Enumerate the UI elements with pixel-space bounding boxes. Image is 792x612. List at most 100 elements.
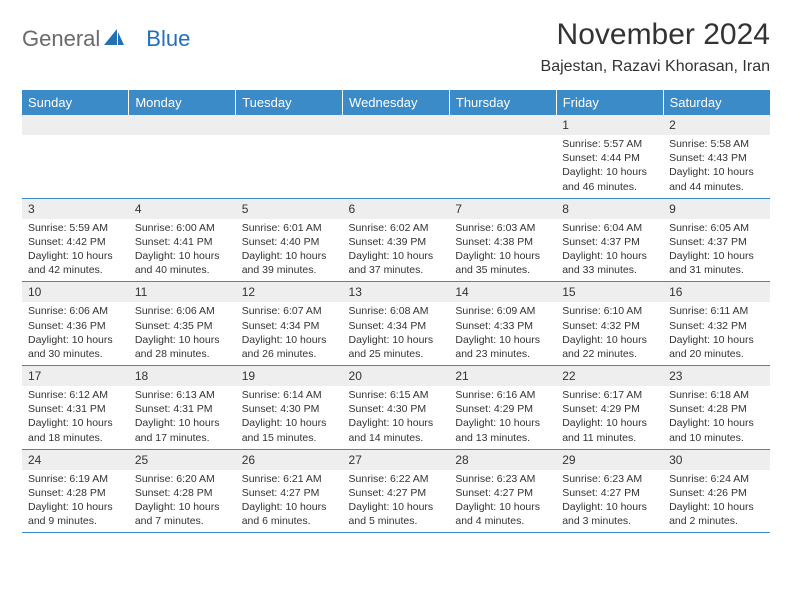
day-number-cell bbox=[343, 115, 450, 135]
daylight-text-1: Daylight: 10 hours bbox=[135, 416, 230, 430]
sunrise-text: Sunrise: 6:14 AM bbox=[242, 388, 337, 402]
daylight-text-2: and 33 minutes. bbox=[562, 263, 657, 277]
day-detail-cell: Sunrise: 6:24 AMSunset: 4:26 PMDaylight:… bbox=[663, 470, 770, 533]
daynum-row: 24252627282930 bbox=[22, 449, 770, 470]
sunset-text: Sunset: 4:33 PM bbox=[455, 319, 550, 333]
sunrise-text: Sunrise: 6:07 AM bbox=[242, 304, 337, 318]
sunset-text: Sunset: 4:31 PM bbox=[135, 402, 230, 416]
detail-row: Sunrise: 6:19 AMSunset: 4:28 PMDaylight:… bbox=[22, 470, 770, 533]
daylight-text-2: and 30 minutes. bbox=[28, 347, 123, 361]
day-number-cell: 14 bbox=[449, 282, 556, 303]
day-detail-cell: Sunrise: 6:14 AMSunset: 4:30 PMDaylight:… bbox=[236, 386, 343, 449]
daylight-text-1: Daylight: 10 hours bbox=[455, 416, 550, 430]
sunset-text: Sunset: 4:44 PM bbox=[562, 151, 657, 165]
day-detail-cell: Sunrise: 6:07 AMSunset: 4:34 PMDaylight:… bbox=[236, 302, 343, 365]
day-number-cell: 12 bbox=[236, 282, 343, 303]
day-number-cell: 3 bbox=[22, 198, 129, 219]
day-number-cell: 25 bbox=[129, 449, 236, 470]
day-number-cell: 15 bbox=[556, 282, 663, 303]
day-detail-cell bbox=[22, 135, 129, 198]
weekday-heading: Friday bbox=[556, 90, 663, 115]
day-number-cell: 20 bbox=[343, 366, 450, 387]
weekday-heading: Saturday bbox=[663, 90, 770, 115]
day-number-cell: 21 bbox=[449, 366, 556, 387]
daylight-text-2: and 15 minutes. bbox=[242, 431, 337, 445]
sunset-text: Sunset: 4:29 PM bbox=[455, 402, 550, 416]
day-detail-cell: Sunrise: 6:18 AMSunset: 4:28 PMDaylight:… bbox=[663, 386, 770, 449]
day-number-cell: 30 bbox=[663, 449, 770, 470]
month-title: November 2024 bbox=[541, 18, 770, 52]
title-block: November 2024 Bajestan, Razavi Khorasan,… bbox=[541, 18, 770, 76]
page-header: General Blue November 2024 Bajestan, Raz… bbox=[22, 18, 770, 76]
day-detail-cell: Sunrise: 6:16 AMSunset: 4:29 PMDaylight:… bbox=[449, 386, 556, 449]
day-number-cell bbox=[129, 115, 236, 135]
sunrise-text: Sunrise: 6:23 AM bbox=[455, 472, 550, 486]
weekday-heading: Monday bbox=[129, 90, 236, 115]
sunset-text: Sunset: 4:32 PM bbox=[669, 319, 764, 333]
daylight-text-2: and 44 minutes. bbox=[669, 180, 764, 194]
day-number-cell: 8 bbox=[556, 198, 663, 219]
daylight-text-2: and 13 minutes. bbox=[455, 431, 550, 445]
daylight-text-1: Daylight: 10 hours bbox=[562, 333, 657, 347]
daylight-text-2: and 23 minutes. bbox=[455, 347, 550, 361]
daylight-text-1: Daylight: 10 hours bbox=[455, 249, 550, 263]
sunset-text: Sunset: 4:30 PM bbox=[242, 402, 337, 416]
logo-text-blue: Blue bbox=[146, 26, 190, 52]
weekday-header-row: Sunday Monday Tuesday Wednesday Thursday… bbox=[22, 90, 770, 115]
sunrise-text: Sunrise: 5:59 AM bbox=[28, 221, 123, 235]
daylight-text-2: and 42 minutes. bbox=[28, 263, 123, 277]
day-detail-cell bbox=[343, 135, 450, 198]
daylight-text-1: Daylight: 10 hours bbox=[135, 333, 230, 347]
daylight-text-2: and 5 minutes. bbox=[349, 514, 444, 528]
sunset-text: Sunset: 4:27 PM bbox=[455, 486, 550, 500]
daylight-text-2: and 4 minutes. bbox=[455, 514, 550, 528]
daylight-text-1: Daylight: 10 hours bbox=[669, 249, 764, 263]
daylight-text-1: Daylight: 10 hours bbox=[349, 416, 444, 430]
sunrise-text: Sunrise: 6:06 AM bbox=[135, 304, 230, 318]
daylight-text-2: and 9 minutes. bbox=[28, 514, 123, 528]
daylight-text-2: and 20 minutes. bbox=[669, 347, 764, 361]
daylight-text-1: Daylight: 10 hours bbox=[349, 500, 444, 514]
sunset-text: Sunset: 4:28 PM bbox=[669, 402, 764, 416]
daylight-text-1: Daylight: 10 hours bbox=[669, 500, 764, 514]
day-number-cell: 22 bbox=[556, 366, 663, 387]
sunrise-text: Sunrise: 6:00 AM bbox=[135, 221, 230, 235]
daylight-text-2: and 2 minutes. bbox=[669, 514, 764, 528]
daylight-text-2: and 31 minutes. bbox=[669, 263, 764, 277]
sunrise-text: Sunrise: 6:10 AM bbox=[562, 304, 657, 318]
day-detail-cell: Sunrise: 5:58 AMSunset: 4:43 PMDaylight:… bbox=[663, 135, 770, 198]
sunset-text: Sunset: 4:26 PM bbox=[669, 486, 764, 500]
weekday-heading: Wednesday bbox=[343, 90, 450, 115]
daylight-text-2: and 6 minutes. bbox=[242, 514, 337, 528]
daylight-text-1: Daylight: 10 hours bbox=[242, 249, 337, 263]
daylight-text-2: and 17 minutes. bbox=[135, 431, 230, 445]
day-detail-cell: Sunrise: 6:05 AMSunset: 4:37 PMDaylight:… bbox=[663, 219, 770, 282]
day-number-cell: 18 bbox=[129, 366, 236, 387]
sunrise-text: Sunrise: 6:01 AM bbox=[242, 221, 337, 235]
day-number-cell: 4 bbox=[129, 198, 236, 219]
daylight-text-1: Daylight: 10 hours bbox=[349, 333, 444, 347]
sunrise-text: Sunrise: 6:12 AM bbox=[28, 388, 123, 402]
daylight-text-2: and 10 minutes. bbox=[669, 431, 764, 445]
day-detail-cell bbox=[129, 135, 236, 198]
day-number-cell bbox=[236, 115, 343, 135]
sunset-text: Sunset: 4:28 PM bbox=[135, 486, 230, 500]
daylight-text-1: Daylight: 10 hours bbox=[28, 333, 123, 347]
daylight-text-1: Daylight: 10 hours bbox=[349, 249, 444, 263]
logo-text-general: General bbox=[22, 26, 100, 52]
day-detail-cell: Sunrise: 6:06 AMSunset: 4:36 PMDaylight:… bbox=[22, 302, 129, 365]
sunset-text: Sunset: 4:36 PM bbox=[28, 319, 123, 333]
daylight-text-2: and 26 minutes. bbox=[242, 347, 337, 361]
day-detail-cell: Sunrise: 6:00 AMSunset: 4:41 PMDaylight:… bbox=[129, 219, 236, 282]
sunset-text: Sunset: 4:27 PM bbox=[349, 486, 444, 500]
sunrise-text: Sunrise: 6:23 AM bbox=[562, 472, 657, 486]
daylight-text-1: Daylight: 10 hours bbox=[28, 416, 123, 430]
day-detail-cell: Sunrise: 6:19 AMSunset: 4:28 PMDaylight:… bbox=[22, 470, 129, 533]
day-number-cell: 27 bbox=[343, 449, 450, 470]
logo: General Blue bbox=[22, 18, 190, 52]
daynum-row: 10111213141516 bbox=[22, 282, 770, 303]
sunset-text: Sunset: 4:37 PM bbox=[562, 235, 657, 249]
sunrise-text: Sunrise: 6:03 AM bbox=[455, 221, 550, 235]
sunrise-text: Sunrise: 6:17 AM bbox=[562, 388, 657, 402]
sunrise-text: Sunrise: 6:15 AM bbox=[349, 388, 444, 402]
